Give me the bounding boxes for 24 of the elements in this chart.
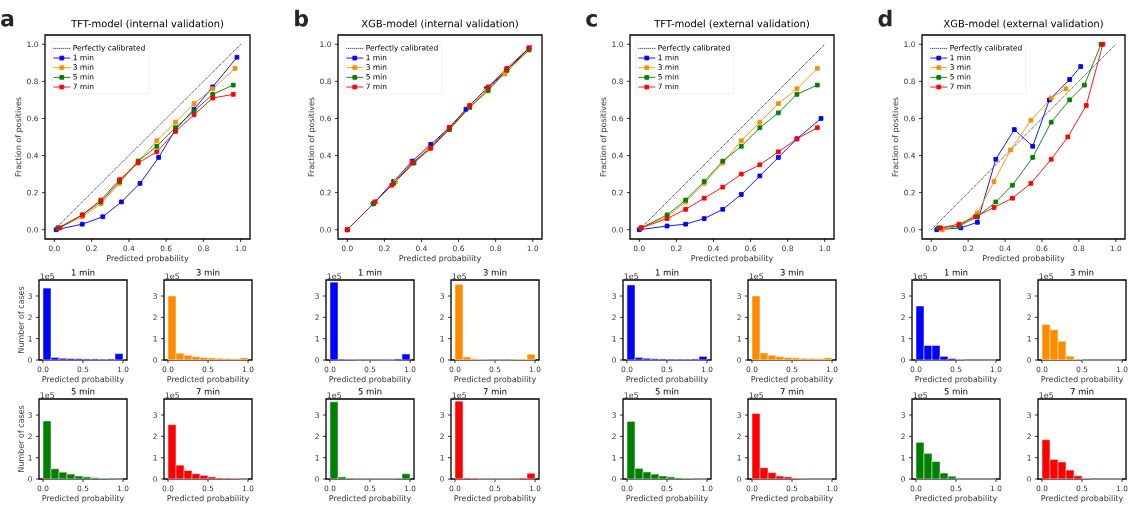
chart-title: 3 min [1070,268,1094,276]
chart-title: 5 min [71,387,95,395]
chart-title: 7 min [780,388,804,395]
chart-title: 7 min [196,388,220,395]
chart-title: 5 min [358,387,382,395]
text: d [878,9,892,27]
chart-title: 7 min [483,388,507,395]
chart-title: 1 min [358,269,382,276]
chart-title: 3 min [483,268,507,276]
chart-title: 5 min [655,387,679,395]
chart-title: 1 min [71,269,95,276]
chart-title: 5 min [944,387,968,395]
chart-title: TFT-model (external validation) [654,19,809,29]
text: a [1,14,14,27]
chart-title: 1 min [655,269,679,276]
chart-title: 3 min [196,268,220,276]
chart-title: XGB-model (internal validation) [361,19,518,29]
chart-title: XGB-model (external validation) [943,19,1103,29]
text: c [586,14,597,27]
chart-title: 7 min [1070,388,1094,395]
chart-title: TFT-model (internal validation) [71,19,224,29]
chart-title: 3 min [780,268,804,276]
text: b [295,9,309,27]
chart-title: 1 min [944,269,968,276]
